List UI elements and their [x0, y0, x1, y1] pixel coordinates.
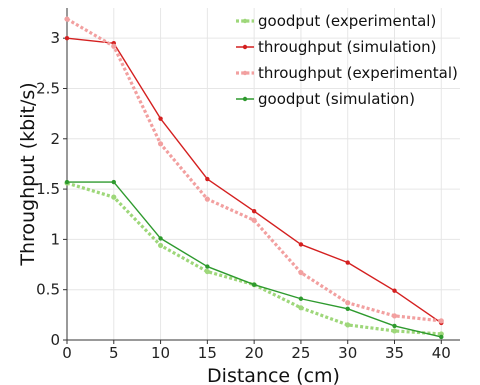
- y-axis-label: Throughput (kbit/s): [17, 82, 39, 266]
- data-point: [438, 318, 444, 324]
- data-point: [392, 323, 397, 329]
- data-point: [439, 334, 444, 340]
- data-point: [111, 194, 117, 200]
- data-point: [157, 242, 164, 249]
- legend-swatch-marker: [242, 70, 248, 76]
- x-tick-label: 10: [151, 344, 170, 362]
- data-point: [205, 176, 210, 182]
- y-tick-label: 2: [50, 130, 60, 148]
- grid: [66, 8, 460, 341]
- x-tick-label: 5: [109, 344, 119, 362]
- legend-swatch-marker: [242, 18, 248, 24]
- data-point: [345, 300, 351, 306]
- data-point: [157, 141, 164, 147]
- y-tick-label: 0: [50, 331, 60, 349]
- legend-label: goodput (simulation): [258, 90, 415, 108]
- x-tick-label: 0: [62, 344, 72, 362]
- legend: goodput (experimental) throughput (simula…: [236, 12, 458, 108]
- x-tick-label: 40: [432, 344, 451, 362]
- y-tick-label: 1.5: [36, 180, 60, 198]
- data-point: [345, 260, 350, 265]
- x-tick-label: 20: [245, 344, 264, 362]
- data-point: [251, 217, 257, 223]
- y-tick-label: 0.5: [36, 281, 60, 299]
- x-tick-label: 30: [338, 344, 357, 362]
- legend-label: throughput (simulation): [258, 38, 437, 56]
- legend-label: goodput (experimental): [258, 12, 436, 30]
- data-point: [64, 35, 70, 41]
- data-point: [298, 269, 304, 276]
- data-point: [205, 264, 210, 269]
- legend-swatch-marker: [242, 96, 248, 102]
- data-point: [158, 116, 163, 121]
- data-point: [251, 282, 257, 287]
- data-point: [204, 196, 210, 202]
- y-tick-label: 1: [50, 230, 60, 248]
- x-tick-label: 15: [198, 344, 217, 362]
- data-point: [391, 328, 398, 334]
- x-axis-label: Distance (cm): [207, 365, 340, 385]
- y-tick-label: 2.5: [36, 79, 60, 97]
- data-point: [345, 306, 350, 312]
- data-point: [64, 179, 70, 185]
- legend-swatch-marker: [242, 44, 248, 50]
- series-lines: [64, 16, 444, 340]
- y-tick-label: 3: [50, 29, 60, 47]
- data-point: [392, 288, 397, 293]
- data-point: [298, 296, 304, 301]
- x-tick-label: 25: [291, 344, 310, 362]
- data-point: [111, 43, 117, 49]
- data-point: [391, 313, 398, 319]
- data-point: [251, 209, 257, 214]
- data-point: [64, 16, 70, 22]
- data-point: [345, 322, 351, 328]
- data-point: [298, 305, 304, 311]
- legend-label: throughput (experimental): [258, 64, 458, 82]
- x-tick-label: 35: [385, 344, 404, 362]
- data-point: [204, 268, 210, 275]
- data-point: [298, 242, 304, 247]
- data-point: [158, 236, 163, 241]
- axes: 0 5 10 15 20 25 30 35 40 0 0.5 1 1.5 2 2.5 3: [36, 8, 460, 362]
- data-point: [111, 179, 116, 185]
